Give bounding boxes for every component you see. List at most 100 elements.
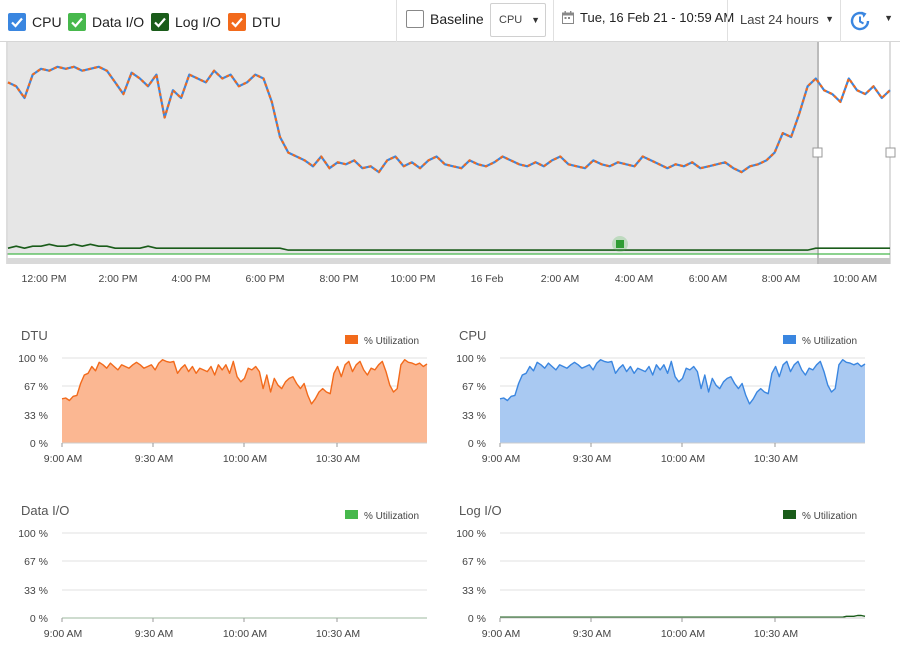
area-fill	[62, 359, 427, 443]
x-tick-label: 10:30 AM	[754, 453, 798, 465]
toggle-dtu[interactable]: DTU	[228, 12, 281, 32]
panel-title: Data I/O	[21, 503, 69, 518]
data-io-toggle-label: Data I/O	[92, 14, 145, 30]
overview-x-axis: 12:00 PM 2:00 PM 4:00 PM 6:00 PM 8:00 PM 10:0…	[22, 273, 878, 285]
overview-x-tick-label: 2:00 PM	[98, 273, 137, 285]
y-tick-label: 67 %	[24, 556, 48, 568]
legend-swatch	[345, 510, 358, 519]
cpu-checkbox[interactable]	[8, 13, 26, 31]
overview-x-tick-label: 10:00 AM	[833, 273, 877, 285]
x-tick-label: 10:00 AM	[223, 628, 267, 640]
overview-x-tick-label: 8:00 AM	[762, 273, 801, 285]
overview-x-tick-label: 2:00 AM	[541, 273, 580, 285]
dtu-checkbox[interactable]	[228, 13, 246, 31]
calendar-icon	[562, 11, 574, 24]
legend-swatch	[783, 510, 796, 519]
y-tick-label: 33 %	[462, 410, 486, 422]
overview-hover-point[interactable]	[616, 240, 624, 248]
checkmark-icon	[11, 17, 23, 28]
series-line	[61, 359, 428, 405]
overview-x-tick-label: 12:00 PM	[22, 273, 67, 285]
y-tick-label: 33 %	[462, 585, 486, 597]
time-range-select[interactable]: Last 24 hours ▼	[740, 12, 836, 32]
panel-title: Log I/O	[459, 503, 502, 518]
overview-x-tick-label: 6:00 PM	[245, 273, 284, 285]
x-tick-label: 9:30 AM	[135, 628, 174, 640]
toolbar-divider	[396, 0, 397, 42]
chevron-down-icon: ▼	[884, 13, 893, 23]
toolbar-divider	[553, 0, 554, 42]
y-tick-label: 67 %	[462, 381, 486, 393]
x-tick-label: 9:00 AM	[482, 628, 521, 640]
y-tick-label: 33 %	[24, 410, 48, 422]
date-label: Tue, 16 Feb 21 - 10:59 AM	[580, 10, 735, 25]
x-tick-label: 9:00 AM	[44, 628, 83, 640]
legend-label: % Utilization	[802, 511, 857, 522]
y-tick-label: 67 %	[462, 556, 486, 568]
legend-label: % Utilization	[364, 336, 419, 347]
y-tick-label: 0 %	[30, 438, 48, 450]
area-fill	[500, 359, 865, 443]
overview-plot-background	[8, 42, 818, 254]
selection-handle-left[interactable]	[812, 147, 823, 158]
x-tick-label: 9:00 AM	[44, 453, 83, 465]
log-io-checkbox[interactable]	[151, 13, 169, 31]
overview-scrollbar-thumb[interactable]	[818, 258, 890, 264]
chevron-down-icon: ▼	[531, 15, 540, 25]
cpu-panel: CPU % Utilization 0 % 33 % 67 % 100 % 9:00 AM 9…	[456, 328, 866, 465]
checkmark-icon	[154, 17, 166, 28]
toggle-data-io[interactable]: Data I/O	[68, 12, 144, 32]
data-io-panel: Data I/O % Utilization 0 % 33 % 67 % 100 % 9:0…	[18, 503, 427, 640]
overview-x-tick-label: 6:00 AM	[689, 273, 728, 285]
baseline-checkbox[interactable]	[406, 10, 424, 28]
overview-chart[interactable]: 12:00 PM 2:00 PM 4:00 PM 6:00 PM 8:00 PM 10:0…	[0, 42, 900, 342]
legend-label: % Utilization	[364, 511, 419, 522]
x-tick-label: 10:30 AM	[754, 628, 798, 640]
overview-x-tick-label: 10:00 PM	[391, 273, 436, 285]
toggle-log-io[interactable]: Log I/O	[151, 12, 221, 32]
overview-series-line	[7, 65, 891, 174]
checkmark-icon	[71, 17, 83, 28]
log-io-panel: Log I/O % Utilization 0 % 33 % 67 % 100 % 9:00…	[456, 503, 866, 640]
overview-x-tick-label: 4:00 PM	[171, 273, 210, 285]
toggle-cpu[interactable]: CPU	[8, 12, 62, 32]
cpu-toggle-label: CPU	[32, 14, 62, 30]
legend-swatch	[345, 335, 358, 344]
chevron-down-icon: ▼	[825, 14, 834, 24]
panel-title: DTU	[21, 328, 48, 343]
x-tick-label: 10:00 AM	[661, 453, 705, 465]
legend-label: % Utilization	[802, 336, 857, 347]
date-picker[interactable]: Tue, 16 Feb 21 - 10:59 AM	[562, 10, 734, 25]
checkmark-icon	[231, 17, 243, 28]
series-line	[499, 359, 866, 405]
series-line	[500, 614, 866, 618]
selection-handle-right[interactable]	[885, 147, 896, 158]
refresh-clock-icon	[850, 11, 870, 31]
y-tick-label: 100 %	[18, 528, 48, 540]
y-tick-label: 100 %	[456, 528, 486, 540]
overview-x-tick-label: 4:00 AM	[615, 273, 654, 285]
x-tick-label: 10:30 AM	[316, 628, 360, 640]
baseline-toggle[interactable]: Baseline	[406, 10, 484, 28]
x-tick-label: 10:00 AM	[223, 453, 267, 465]
dtu-toggle-label: DTU	[252, 14, 281, 30]
y-tick-label: 0 %	[468, 438, 486, 450]
overview-selection-window	[818, 42, 890, 254]
toolbar-divider	[727, 0, 728, 42]
refresh-button[interactable]: ▼	[846, 7, 896, 35]
panel-title: CPU	[459, 328, 486, 343]
data-io-checkbox[interactable]	[68, 13, 86, 31]
log-io-toggle-label: Log I/O	[175, 14, 221, 30]
metric-select-value: CPU	[499, 14, 523, 26]
time-range-value: Last 24 hours	[740, 12, 819, 27]
x-tick-label: 9:30 AM	[135, 453, 174, 465]
overview-scrollbar[interactable]	[7, 258, 890, 264]
x-tick-label: 9:30 AM	[573, 628, 612, 640]
overview-series-group	[7, 65, 891, 255]
toolbar-divider	[840, 0, 841, 42]
dtu-panel: DTU % Utilization 0 % 33 % 67 % 100 % 9:00 AM 9…	[18, 328, 428, 465]
y-tick-label: 33 %	[24, 585, 48, 597]
legend-swatch	[783, 335, 796, 344]
metric-select[interactable]: CPU ▼	[490, 3, 546, 37]
overview-series-line	[7, 243, 890, 251]
